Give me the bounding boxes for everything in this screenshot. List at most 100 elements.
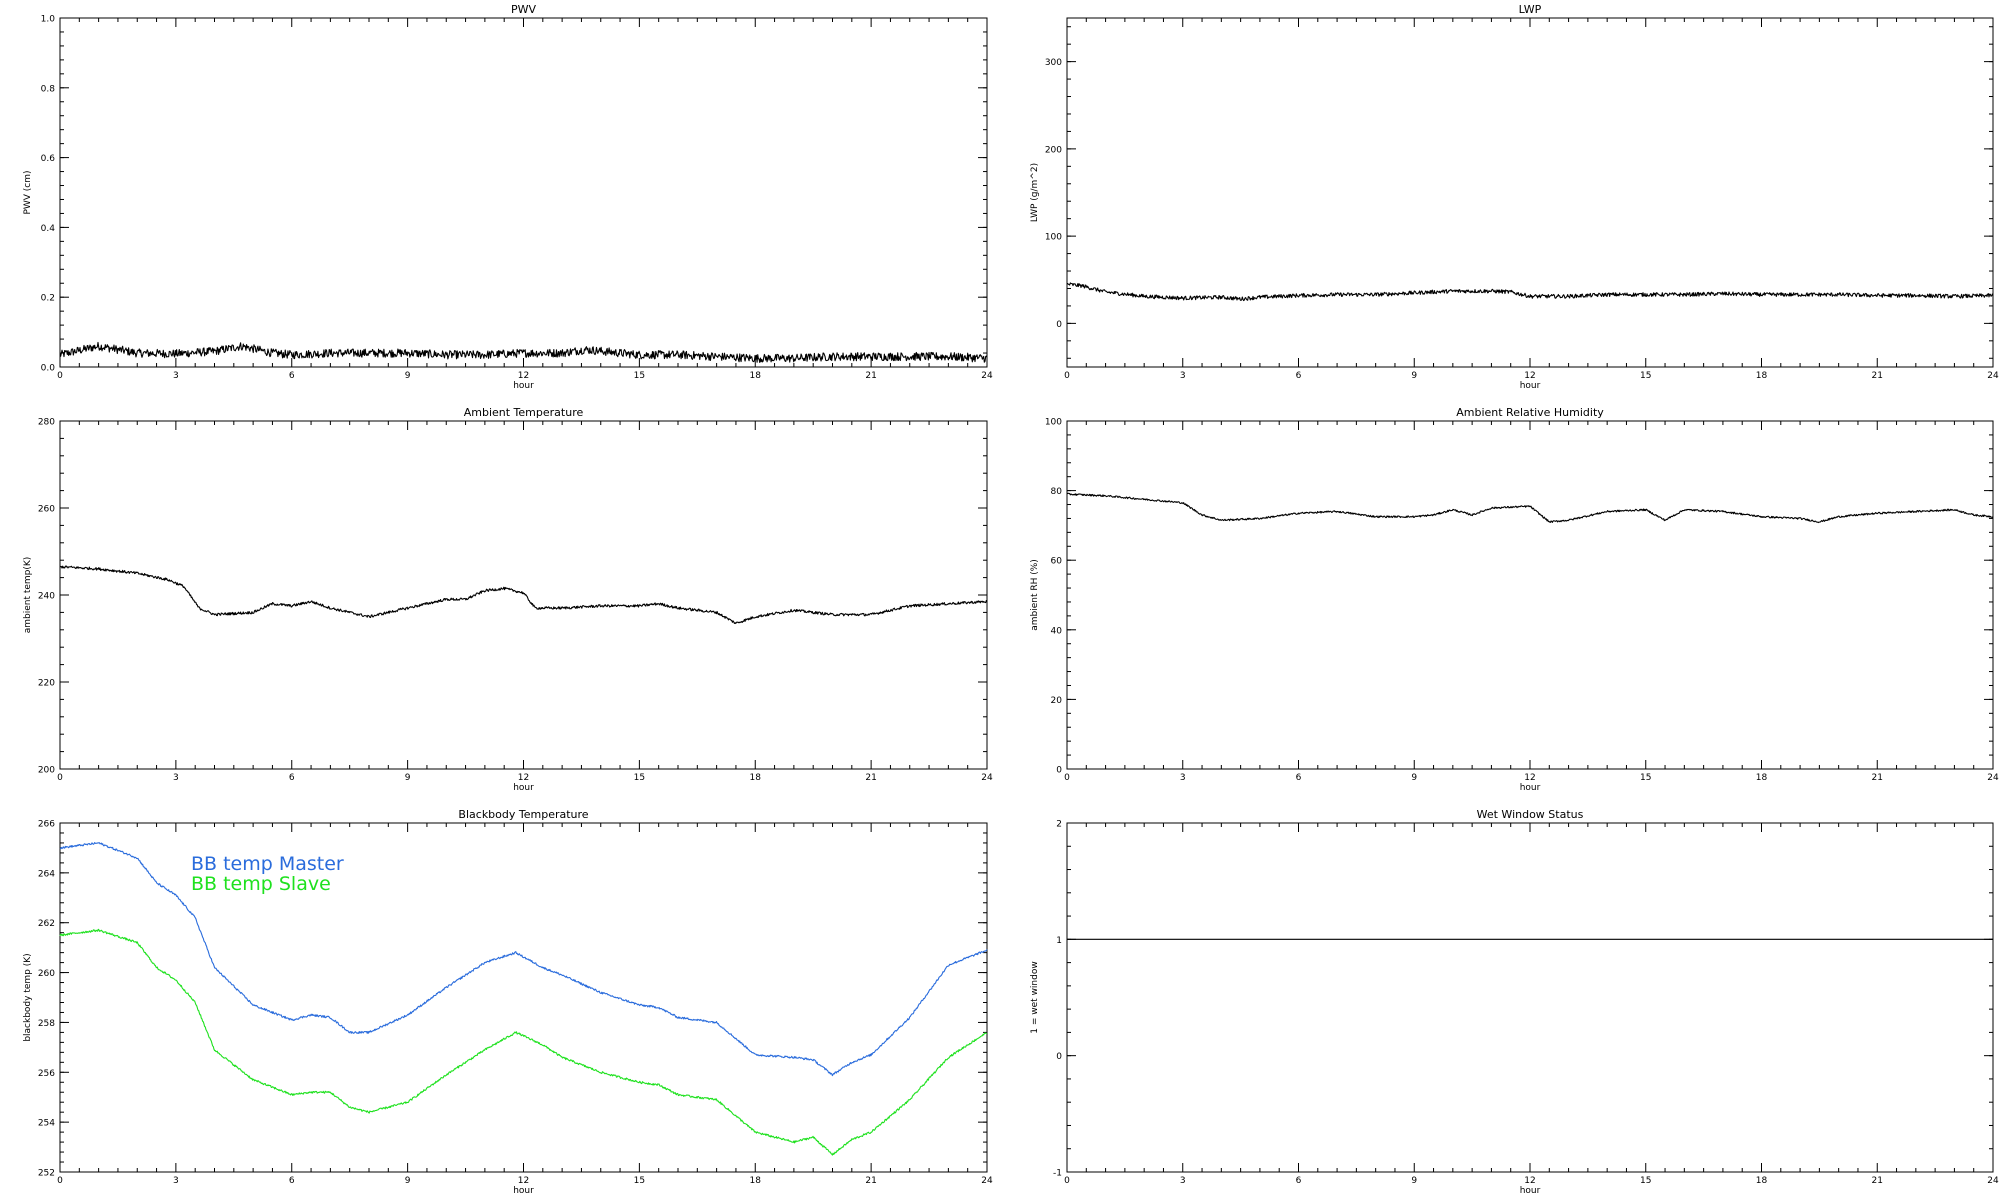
series-line-ambient-rh xyxy=(1066,492,1994,524)
y-tick-label: 260 xyxy=(38,505,55,515)
x-tick-label: 9 xyxy=(1411,371,1417,381)
y-tick-label: 1.0 xyxy=(41,15,56,25)
x-tick-label: 21 xyxy=(865,1176,876,1186)
plot-frame xyxy=(59,17,988,368)
x-axis-label: hour xyxy=(513,783,534,793)
y-axis-label: ambient RH (%) xyxy=(1030,559,1040,631)
x-tick-label: 6 xyxy=(289,1176,295,1186)
x-tick-label: 24 xyxy=(1987,1176,1999,1186)
x-tick-label: 24 xyxy=(981,773,993,783)
y-tick-label: 300 xyxy=(1045,58,1062,68)
x-axis-label: hour xyxy=(1520,381,1541,391)
x-tick-label: 6 xyxy=(1296,1176,1302,1186)
chart-title: Ambient Relative Humidity xyxy=(1456,406,1604,419)
x-tick-label: 24 xyxy=(981,371,993,381)
x-axis-label: hour xyxy=(1520,1186,1541,1196)
y-tick-label: 200 xyxy=(1045,145,1062,155)
x-tick-label: 0 xyxy=(57,371,63,381)
y-tick-label: 240 xyxy=(38,592,55,602)
y-axis-label: ambient temp(K) xyxy=(23,557,33,634)
y-tick-label: 264 xyxy=(38,869,55,879)
plot-frame xyxy=(1066,17,1994,368)
chart-title: PWV xyxy=(511,3,537,16)
y-tick-label: 100 xyxy=(1045,418,1062,428)
x-tick-label: 18 xyxy=(1756,371,1768,381)
x-tick-label: 12 xyxy=(1524,773,1535,783)
x-axis-label: hour xyxy=(513,381,534,391)
y-axis-label: 1 = wet window xyxy=(1030,961,1040,1033)
x-tick-label: 0 xyxy=(57,773,63,783)
y-tick-label: 0.6 xyxy=(41,154,56,164)
chart-title: Blackbody Temperature xyxy=(458,808,588,821)
chart-title: LWP xyxy=(1519,3,1542,16)
y-tick-label: 1 xyxy=(1056,936,1062,946)
x-tick-label: 0 xyxy=(57,1176,63,1186)
x-tick-label: 6 xyxy=(289,371,295,381)
x-tick-label: 21 xyxy=(865,773,876,783)
chart-wet-window: Wet Window Status hour 1 = wet window 0 3 6 9 1… xyxy=(1030,808,1999,1196)
x-tick-label: 9 xyxy=(1411,1176,1417,1186)
y-tick-label: 20 xyxy=(1051,696,1063,706)
x-tick-label: 21 xyxy=(1872,371,1883,381)
x-tick-label: 12 xyxy=(518,1176,529,1186)
x-tick-label: 21 xyxy=(1872,1176,1883,1186)
y-tick-label: 260 xyxy=(38,969,55,979)
x-tick-label: 9 xyxy=(1411,773,1417,783)
y-tick-label: 280 xyxy=(38,418,55,428)
x-tick-label: 9 xyxy=(405,773,411,783)
legend-entry-bb-temp-master: BB temp Master xyxy=(191,853,344,875)
y-tick-label: 254 xyxy=(38,1119,55,1129)
x-tick-label: 15 xyxy=(634,773,645,783)
y-tick-label: 0 xyxy=(1056,320,1062,330)
y-tick-label: 252 xyxy=(38,1169,55,1179)
x-axis-label: hour xyxy=(1520,783,1541,793)
plot-frame xyxy=(1066,420,1994,770)
x-tick-label: 21 xyxy=(865,371,876,381)
y-tick-label: 258 xyxy=(38,1019,55,1029)
series-line-bb-temp-master xyxy=(59,842,988,1077)
x-tick-label: 18 xyxy=(750,371,762,381)
series-line-lwp xyxy=(1066,282,1994,302)
y-tick-label: 0.8 xyxy=(41,84,56,94)
x-tick-label: 15 xyxy=(634,1176,645,1186)
y-tick-label: 220 xyxy=(38,679,55,689)
x-tick-label: 12 xyxy=(1524,371,1535,381)
y-tick-label: 0 xyxy=(1056,766,1062,776)
x-tick-label: 6 xyxy=(1296,773,1302,783)
y-axis-label: PWV (cm) xyxy=(23,170,33,214)
y-tick-label: 262 xyxy=(38,919,55,929)
y-tick-label: 100 xyxy=(1045,233,1062,243)
x-tick-label: 18 xyxy=(1756,1176,1768,1186)
x-tick-label: 3 xyxy=(173,371,179,381)
x-tick-label: 0 xyxy=(1064,1176,1070,1186)
series-line-pwv xyxy=(59,341,988,363)
x-axis-label: hour xyxy=(513,1186,534,1196)
y-tick-label: 60 xyxy=(1051,557,1063,567)
x-tick-label: 18 xyxy=(1756,773,1768,783)
chart-blackbody-temp: Blackbody Temperature hour blackbody temp … xyxy=(23,808,993,1196)
plot-frame xyxy=(1066,822,1994,1173)
chart-ambient-rh: Ambient Relative Humidity hour ambient RH … xyxy=(1030,406,1999,793)
x-tick-label: 21 xyxy=(1872,773,1883,783)
y-tick-label: 256 xyxy=(38,1069,55,1079)
x-tick-label: 0 xyxy=(1064,371,1070,381)
chart-title: Wet Window Status xyxy=(1477,808,1584,821)
x-tick-label: 3 xyxy=(173,1176,179,1186)
chart-pwv: PWV hour PWV (cm) 0 3 6 9 12 15 18 21 24 0.0 0.2 0.4 0.… xyxy=(23,3,993,391)
x-tick-label: 9 xyxy=(405,371,411,381)
y-tick-label: 0.0 xyxy=(41,364,56,374)
x-tick-label: 0 xyxy=(1064,773,1070,783)
x-tick-label: 15 xyxy=(634,371,645,381)
x-tick-label: 12 xyxy=(1524,1176,1535,1186)
x-tick-label: 15 xyxy=(1640,1176,1651,1186)
x-tick-label: 24 xyxy=(1987,371,1999,381)
x-tick-label: 12 xyxy=(518,773,529,783)
x-tick-label: 12 xyxy=(518,371,529,381)
chart-lwp: LWP hour LWP (g/m^2) 0 3 6 9 12 15 18 21 24 0 100 200 3… xyxy=(1030,3,1999,391)
x-tick-label: 24 xyxy=(981,1176,993,1186)
x-tick-label: 6 xyxy=(1296,371,1302,381)
series-line-ambient-temp xyxy=(59,565,988,625)
y-tick-label: 0 xyxy=(1056,1052,1062,1062)
x-tick-label: 18 xyxy=(750,1176,762,1186)
x-tick-label: 3 xyxy=(173,773,179,783)
